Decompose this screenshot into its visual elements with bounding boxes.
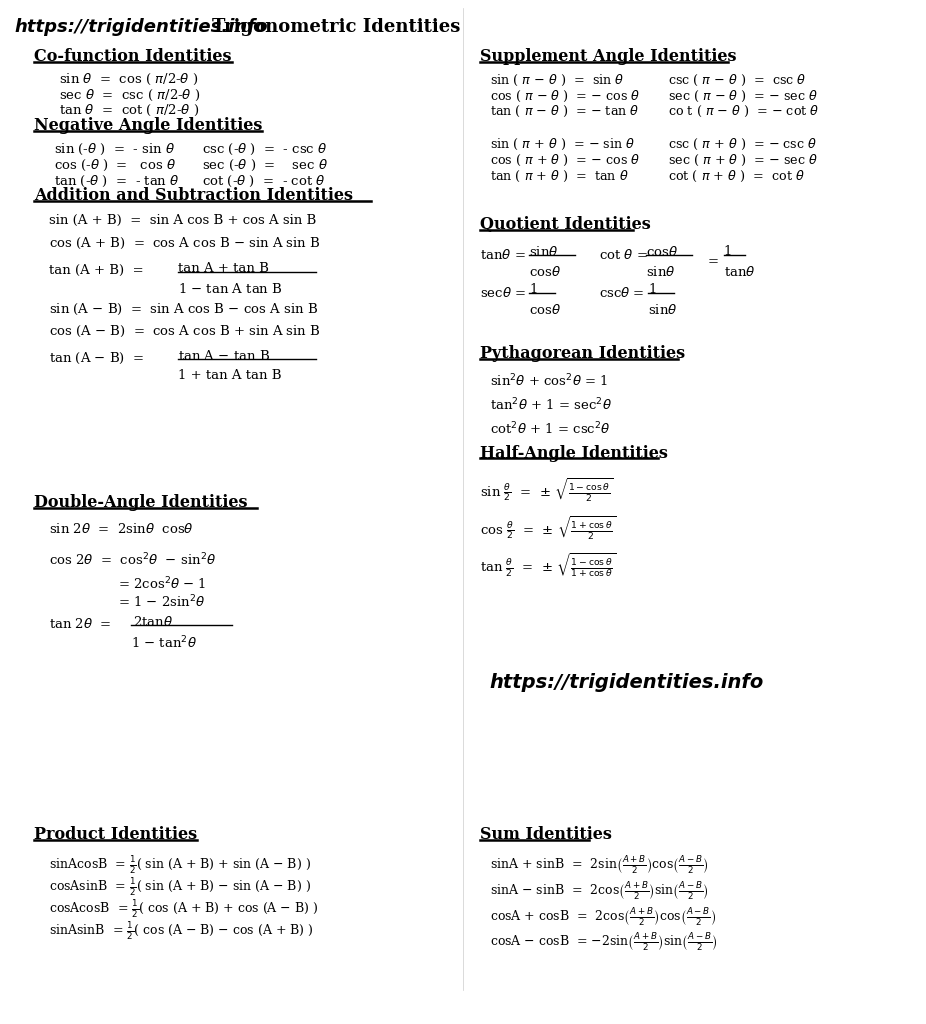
Text: cos ( $\pi$ $-$ $\theta$ )  = $-$ cos $\theta$: cos ( $\pi$ $-$ $\theta$ ) = $-$ cos $\t… bbox=[490, 88, 640, 103]
Text: csc ( $\pi$ $-$ $\theta$ )  =  csc $\theta$: csc ( $\pi$ $-$ $\theta$ ) = csc $\theta… bbox=[669, 73, 807, 88]
Text: sinAsinB  = $\frac{1}{2}$( cos (A $-$ B) $-$ cos (A + B) ): sinAsinB = $\frac{1}{2}$( cos (A $-$ B) … bbox=[49, 920, 313, 941]
Text: cos ( $\pi$ + $\theta$ )  = $-$ cos $\theta$: cos ( $\pi$ + $\theta$ ) = $-$ cos $\the… bbox=[490, 153, 640, 168]
Text: cot $\theta$ =: cot $\theta$ = bbox=[599, 248, 649, 262]
Text: cosA $-$ cosB  = $-$2sin$\left(\frac{A+B}{2}\right)$sin$\left(\frac{A-B}{2}\righ: cosA $-$ cosB = $-$2sin$\left(\frac{A+B}… bbox=[490, 932, 718, 953]
Text: Quotient Identities: Quotient Identities bbox=[480, 216, 651, 233]
Text: sin$\theta$: sin$\theta$ bbox=[646, 265, 676, 279]
Text: https://trigidentities.info: https://trigidentities.info bbox=[490, 673, 764, 691]
Text: tan$^2\theta$ + 1 = sec$^2\theta$: tan$^2\theta$ + 1 = sec$^2\theta$ bbox=[490, 397, 612, 414]
Text: sin (-$\theta$ )  =  - sin $\theta$: sin (-$\theta$ ) = - sin $\theta$ bbox=[54, 142, 175, 157]
Text: sec (-$\theta$ )  =    sec $\theta$: sec (-$\theta$ ) = sec $\theta$ bbox=[203, 158, 329, 173]
Text: 2tan$\theta$: 2tan$\theta$ bbox=[133, 615, 173, 629]
Text: sin (A + B)  =  sin A cos B + cos A sin B: sin (A + B) = sin A cos B + cos A sin B bbox=[49, 214, 316, 227]
Text: sec $\theta$  =  csc ( $\pi$/2-$\theta$ ): sec $\theta$ = csc ( $\pi$/2-$\theta$ ) bbox=[58, 87, 200, 102]
Text: cosAcosB  = $\frac{1}{2}$( cos (A + B) + cos (A $-$ B) ): cosAcosB = $\frac{1}{2}$( cos (A + B) + … bbox=[49, 898, 319, 920]
Text: sinAcosB  = $\frac{1}{2}$( sin (A + B) + sin (A $-$ B) ): sinAcosB = $\frac{1}{2}$( sin (A + B) + … bbox=[49, 854, 311, 877]
Text: sin ( $\pi$ $-$ $\theta$ )  =  sin $\theta$: sin ( $\pi$ $-$ $\theta$ ) = sin $\theta… bbox=[490, 73, 624, 88]
Text: Negative Angle Identities: Negative Angle Identities bbox=[34, 117, 262, 134]
Text: sin $\frac{\theta}{2}$  =  $\pm$ $\sqrt{\frac{1-\cos\theta}{2}}$: sin $\frac{\theta}{2}$ = $\pm$ $\sqrt{\f… bbox=[480, 476, 614, 504]
Text: co t ( $\pi$ $-$ $\theta$ )  = $-$ cot $\theta$: co t ( $\pi$ $-$ $\theta$ ) = $-$ cot $\… bbox=[669, 104, 820, 120]
Text: 1 $-$ tan$^2\theta$: 1 $-$ tan$^2\theta$ bbox=[131, 635, 197, 651]
Text: sin$^2\theta$ + cos$^2\theta$ = 1: sin$^2\theta$ + cos$^2\theta$ = 1 bbox=[490, 373, 608, 390]
Text: 1 + tan A tan B: 1 + tan A tan B bbox=[178, 370, 282, 382]
Text: tan (-$\theta$ )  =  - tan $\theta$: tan (-$\theta$ ) = - tan $\theta$ bbox=[54, 174, 180, 188]
Text: sec ( $\pi$ $-$ $\theta$ )  = $-$ sec $\theta$: sec ( $\pi$ $-$ $\theta$ ) = $-$ sec $\t… bbox=[669, 88, 819, 103]
Text: Product Identities: Product Identities bbox=[34, 826, 197, 844]
Text: sin$\theta$: sin$\theta$ bbox=[648, 303, 678, 316]
Text: Supplement Angle Identities: Supplement Angle Identities bbox=[480, 48, 736, 65]
Text: csc (-$\theta$ )  =  - csc $\theta$: csc (-$\theta$ ) = - csc $\theta$ bbox=[203, 142, 328, 157]
Text: Half-Angle Identities: Half-Angle Identities bbox=[480, 444, 668, 462]
Text: csc ( $\pi$ + $\theta$ )  = $-$ csc $\theta$: csc ( $\pi$ + $\theta$ ) = $-$ csc $\the… bbox=[669, 137, 818, 153]
Text: cos $\frac{\theta}{2}$  =  $\pm$ $\sqrt{\frac{1+\cos\theta}{2}}$: cos $\frac{\theta}{2}$ = $\pm$ $\sqrt{\f… bbox=[480, 514, 616, 542]
Text: cos 2$\theta$  =  cos$^2\theta$  $-$ sin$^2\theta$: cos 2$\theta$ = cos$^2\theta$ $-$ sin$^2… bbox=[49, 552, 216, 568]
Text: 1: 1 bbox=[530, 283, 538, 296]
Text: tan $\theta$  =  cot ( $\pi$/2-$\theta$ ): tan $\theta$ = cot ( $\pi$/2-$\theta$ ) bbox=[58, 103, 199, 119]
Text: sec ( $\pi$ + $\theta$ )  = $-$ sec $\theta$: sec ( $\pi$ + $\theta$ ) = $-$ sec $\the… bbox=[669, 153, 819, 168]
Text: 1: 1 bbox=[723, 245, 732, 258]
Text: Co-function Identities: Co-function Identities bbox=[34, 48, 232, 65]
Text: tan (A $-$ B)  =: tan (A $-$ B) = bbox=[49, 351, 145, 367]
Text: cos$\theta$: cos$\theta$ bbox=[530, 265, 561, 279]
Text: sin $\theta$  =  cos ( $\pi$/2-$\theta$ ): sin $\theta$ = cos ( $\pi$/2-$\theta$ ) bbox=[58, 72, 198, 87]
Text: sin ( $\pi$ + $\theta$ )  = $-$ sin $\theta$: sin ( $\pi$ + $\theta$ ) = $-$ sin $\the… bbox=[490, 137, 635, 153]
Text: tan A $-$ tan B: tan A $-$ tan B bbox=[178, 349, 269, 364]
Text: = 1 $-$ 2sin$^2\theta$: = 1 $-$ 2sin$^2\theta$ bbox=[119, 593, 206, 610]
Text: cos$\theta$: cos$\theta$ bbox=[646, 245, 679, 259]
Text: tan $\frac{\theta}{2}$  =  $\pm$ $\sqrt{\frac{1-\cos\theta}{1+\cos\theta}}$: tan $\frac{\theta}{2}$ = $\pm$ $\sqrt{\f… bbox=[480, 552, 616, 580]
Text: 1 $-$ tan A tan B: 1 $-$ tan A tan B bbox=[178, 282, 282, 296]
Text: cos (A + B)  =  cos A cos B $-$ sin A sin B: cos (A + B) = cos A cos B $-$ sin A sin … bbox=[49, 237, 320, 251]
Text: tan A + tan B: tan A + tan B bbox=[178, 262, 269, 275]
Text: cot ( $\pi$ + $\theta$ )  =  cot $\theta$: cot ( $\pi$ + $\theta$ ) = cot $\theta$ bbox=[669, 169, 805, 184]
Text: cosAsinB  = $\frac{1}{2}$( sin (A + B) $-$ sin (A $-$ B) ): cosAsinB = $\frac{1}{2}$( sin (A + B) $-… bbox=[49, 876, 311, 898]
Text: cosA + cosB  =  2cos$\left(\frac{A+B}{2}\right)$cos$\left(\frac{A-B}{2}\right)$: cosA + cosB = 2cos$\left(\frac{A+B}{2}\r… bbox=[490, 906, 716, 928]
Text: cos (-$\theta$ )  =   cos $\theta$: cos (-$\theta$ ) = cos $\theta$ bbox=[54, 158, 176, 173]
Text: 1: 1 bbox=[648, 283, 657, 296]
Text: sec$\theta$ =: sec$\theta$ = bbox=[480, 286, 527, 300]
Text: cos (A $-$ B)  =  cos A cos B + sin A sin B: cos (A $-$ B) = cos A cos B + sin A sin … bbox=[49, 324, 320, 339]
Text: Double-Angle Identities: Double-Angle Identities bbox=[34, 495, 247, 511]
Text: sin (A $-$ B)  =  sin A cos B $-$ cos A sin B: sin (A $-$ B) = sin A cos B $-$ cos A si… bbox=[49, 302, 318, 316]
Text: Sum Identities: Sum Identities bbox=[480, 826, 612, 844]
Text: tan (A + B)  =: tan (A + B) = bbox=[49, 264, 147, 278]
Text: https://trigidentities.info: https://trigidentities.info bbox=[14, 18, 268, 36]
Text: Pythagorean Identities: Pythagorean Identities bbox=[480, 345, 685, 362]
Text: tan$\theta$ =: tan$\theta$ = bbox=[480, 248, 527, 262]
Text: sinA + sinB  =  2sin$\left(\frac{A+B}{2}\right)$cos$\left(\frac{A-B}{2}\right)$: sinA + sinB = 2sin$\left(\frac{A+B}{2}\r… bbox=[490, 854, 708, 877]
Text: csc$\theta$ =: csc$\theta$ = bbox=[599, 286, 645, 300]
Text: Trigonometric Identities: Trigonometric Identities bbox=[212, 18, 460, 36]
Text: tan ( $\pi$ $-$ $\theta$ )  = $-$ tan $\theta$: tan ( $\pi$ $-$ $\theta$ ) = $-$ tan $\t… bbox=[490, 104, 639, 120]
Text: cot (-$\theta$ )  =  - cot $\theta$: cot (-$\theta$ ) = - cot $\theta$ bbox=[203, 174, 326, 188]
Text: tan$\theta$: tan$\theta$ bbox=[723, 265, 756, 279]
Text: =: = bbox=[707, 255, 723, 268]
Text: tan ( $\pi$ + $\theta$ )  =  tan $\theta$: tan ( $\pi$ + $\theta$ ) = tan $\theta$ bbox=[490, 169, 629, 184]
Text: sinA $-$ sinB  =  2cos$\left(\frac{A+B}{2}\right)$sin$\left(\frac{A-B}{2}\right): sinA $-$ sinB = 2cos$\left(\frac{A+B}{2}… bbox=[490, 880, 708, 902]
Text: Addition and Subtraction Identities: Addition and Subtraction Identities bbox=[34, 186, 353, 204]
Text: sin 2$\theta$  =  2sin$\theta$  cos$\theta$: sin 2$\theta$ = 2sin$\theta$ cos$\theta$ bbox=[49, 522, 194, 536]
Text: = 2cos$^2\theta$ $-$ 1: = 2cos$^2\theta$ $-$ 1 bbox=[119, 575, 206, 592]
Text: sin$\theta$: sin$\theta$ bbox=[530, 245, 558, 259]
Text: tan 2$\theta$  =: tan 2$\theta$ = bbox=[49, 617, 113, 631]
Text: cot$^2\theta$ + 1 = csc$^2\theta$: cot$^2\theta$ + 1 = csc$^2\theta$ bbox=[490, 421, 610, 437]
Text: cos$\theta$: cos$\theta$ bbox=[530, 303, 561, 316]
